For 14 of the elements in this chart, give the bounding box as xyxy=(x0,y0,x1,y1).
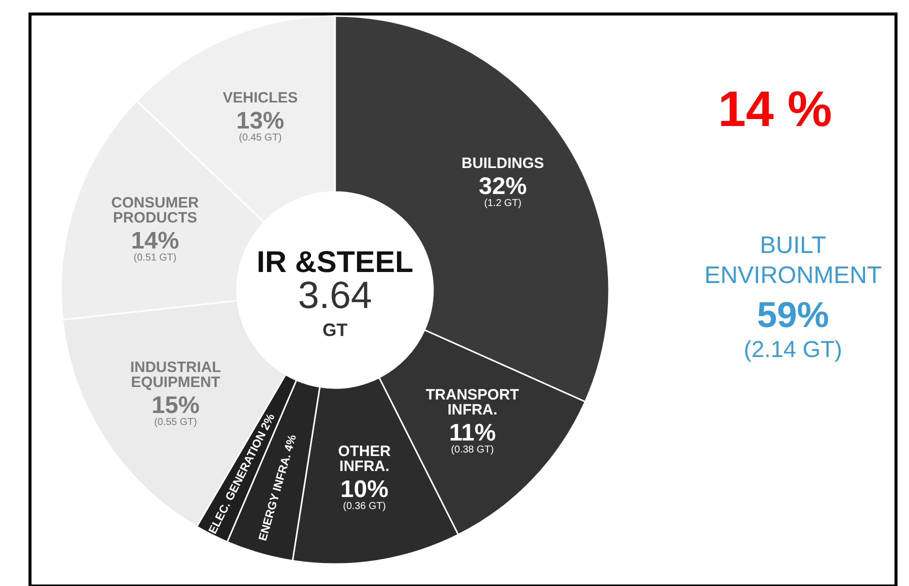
text: 14 % xyxy=(718,81,832,137)
slice-label: CONSUMER PRODUCTS xyxy=(111,194,199,227)
slice-label: VEHICLES xyxy=(222,89,298,106)
data-label: 10% (0.36 GT) xyxy=(340,476,388,512)
data-label: 13% (0.45 GT) xyxy=(236,107,284,144)
text: BUILT ENVIRONMENT 59% (2.14 GT) xyxy=(704,232,882,362)
slice-label: OTHER INFRA. xyxy=(338,443,391,476)
data-label: 15% (0.55 GT) xyxy=(152,392,200,428)
slice-label: INDUSTRIAL EQUIPMENT xyxy=(130,358,222,391)
slice-label: TRANSPORT INFRA. xyxy=(426,386,520,419)
data-label: 11% (0.38 GT) xyxy=(449,420,496,456)
data-label: 14% (0.51 GT) xyxy=(131,228,180,264)
data-label: 32% (1.2 GT) xyxy=(478,173,527,210)
slice-label: BUILDINGS xyxy=(462,155,544,172)
